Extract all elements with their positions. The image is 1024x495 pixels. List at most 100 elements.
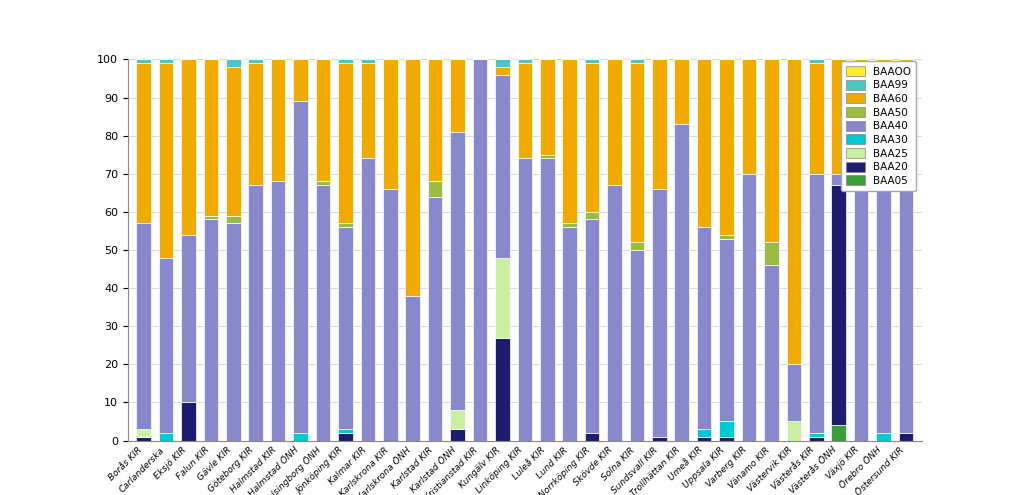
Bar — [338, 63, 352, 223]
Bar — [204, 219, 218, 441]
Legend: BAAOO, BAA99, BAA60, BAA50, BAA40, BAA30, BAA25, BAA20, BAA05: BAAOO, BAA99, BAA60, BAA50, BAA40, BAA30… — [841, 61, 916, 191]
Bar — [764, 265, 778, 441]
Bar — [338, 429, 352, 433]
Bar — [406, 59, 420, 296]
Bar — [675, 124, 689, 441]
Bar — [630, 250, 644, 441]
Bar — [249, 63, 263, 185]
Bar — [428, 59, 442, 181]
Bar — [473, 59, 487, 441]
Bar — [360, 59, 375, 63]
Bar — [226, 59, 241, 67]
Bar — [451, 429, 465, 441]
Bar — [630, 63, 644, 243]
Bar — [809, 433, 823, 437]
Bar — [630, 59, 644, 63]
Bar — [854, 120, 868, 136]
Bar — [293, 59, 308, 101]
Bar — [159, 433, 173, 441]
Bar — [585, 219, 599, 433]
Bar — [136, 63, 151, 223]
Bar — [338, 223, 352, 227]
Bar — [159, 63, 173, 257]
Bar — [181, 235, 196, 402]
Bar — [226, 223, 241, 441]
Bar — [764, 243, 778, 265]
Bar — [719, 239, 734, 422]
Bar — [652, 59, 667, 189]
Bar — [495, 257, 510, 338]
Bar — [697, 437, 712, 441]
Bar — [630, 243, 644, 250]
Bar — [831, 174, 846, 185]
Bar — [495, 338, 510, 441]
Bar — [697, 59, 712, 227]
Bar — [831, 185, 846, 425]
Bar — [877, 59, 891, 181]
Bar — [562, 223, 577, 227]
Bar — [607, 185, 622, 441]
Bar — [585, 63, 599, 212]
Bar — [271, 59, 286, 181]
Bar — [517, 158, 532, 441]
Bar — [585, 433, 599, 441]
Bar — [719, 422, 734, 437]
Bar — [719, 235, 734, 239]
Bar — [607, 59, 622, 185]
Bar — [809, 63, 823, 174]
Bar — [697, 227, 712, 429]
Bar — [652, 189, 667, 437]
Bar — [495, 67, 510, 75]
Bar — [741, 174, 757, 441]
Bar — [495, 59, 510, 67]
Bar — [540, 154, 555, 158]
Bar — [517, 63, 532, 158]
Bar — [562, 227, 577, 441]
Bar — [136, 429, 151, 437]
Bar — [338, 59, 352, 63]
Bar — [854, 136, 868, 441]
Bar — [315, 185, 331, 441]
Bar — [741, 59, 757, 174]
Bar — [831, 59, 846, 174]
Bar — [877, 181, 891, 185]
Bar — [315, 59, 331, 181]
Bar — [428, 181, 442, 197]
Bar — [899, 151, 913, 433]
Bar — [136, 223, 151, 429]
Bar — [877, 185, 891, 433]
Bar — [315, 181, 331, 185]
Bar — [764, 59, 778, 243]
Bar — [675, 59, 689, 124]
Bar — [136, 59, 151, 63]
Bar — [226, 216, 241, 223]
Bar — [585, 59, 599, 63]
Bar — [360, 63, 375, 158]
Bar — [181, 59, 196, 235]
Bar — [854, 59, 868, 120]
Bar — [451, 410, 465, 429]
Bar — [585, 212, 599, 219]
Bar — [652, 437, 667, 441]
Bar — [540, 59, 555, 154]
Bar — [540, 158, 555, 441]
Bar — [406, 296, 420, 441]
Bar — [249, 185, 263, 441]
Bar — [293, 101, 308, 433]
Bar — [338, 433, 352, 441]
Bar — [451, 132, 465, 410]
Bar — [517, 59, 532, 63]
Bar — [159, 257, 173, 433]
Bar — [249, 59, 263, 63]
Bar — [495, 75, 510, 257]
Bar — [383, 59, 397, 189]
Bar — [786, 59, 801, 364]
Bar — [159, 59, 173, 63]
Bar — [899, 433, 913, 441]
Bar — [809, 437, 823, 441]
Bar — [383, 189, 397, 441]
Bar — [293, 433, 308, 441]
Bar — [360, 158, 375, 441]
Bar — [877, 433, 891, 441]
Bar — [428, 197, 442, 441]
